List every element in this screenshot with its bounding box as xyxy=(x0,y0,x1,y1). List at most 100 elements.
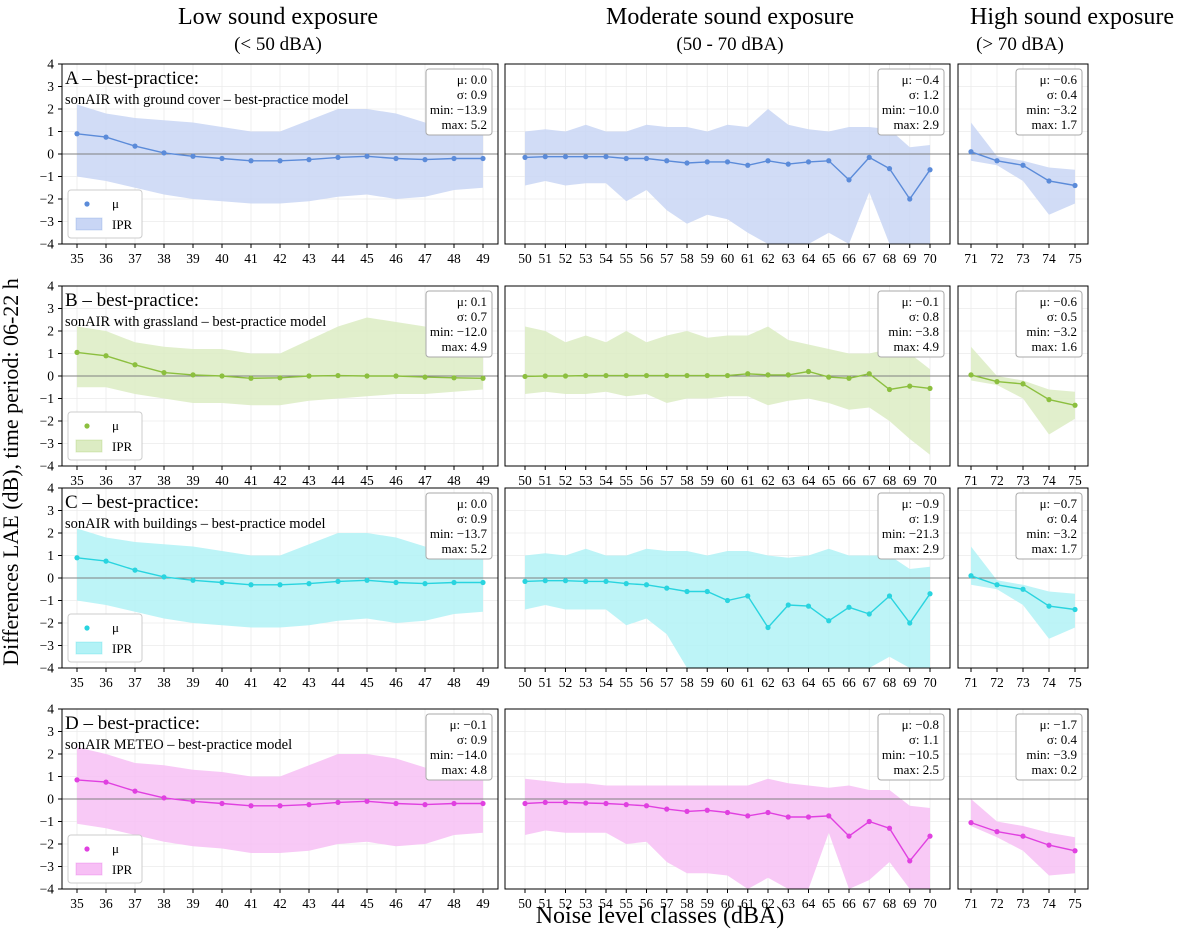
x-tick-label: 45 xyxy=(360,675,374,690)
stats-line: σ: 0.4 xyxy=(1047,87,1078,102)
mean-point xyxy=(846,833,852,839)
x-tick-label: 63 xyxy=(782,473,796,488)
x-tick-label: 40 xyxy=(215,251,229,266)
x-tick-label: 59 xyxy=(701,251,715,266)
x-tick-label: 35 xyxy=(70,473,84,488)
mean-point xyxy=(132,143,138,149)
x-tick-label: 46 xyxy=(389,675,403,690)
mean-point xyxy=(745,813,751,819)
mean-point xyxy=(219,800,225,807)
legend-mean-marker xyxy=(84,423,90,429)
mean-point xyxy=(826,618,832,624)
x-tick-label: 48 xyxy=(447,675,461,690)
mean-point xyxy=(826,374,832,380)
x-tick-label: 50 xyxy=(518,675,532,690)
mean-point xyxy=(542,373,548,379)
stats-line: max: 0.2 xyxy=(1032,762,1078,777)
x-tick-label: 66 xyxy=(842,473,856,488)
stats-line: max: 1.6 xyxy=(1032,339,1078,354)
x-tick-label: 75 xyxy=(1068,896,1082,911)
mean-point xyxy=(927,591,933,597)
legend-mean-marker xyxy=(84,846,90,852)
mean-point xyxy=(583,578,589,584)
y-tick-label: 4 xyxy=(47,702,54,717)
legend-band-label: IPR xyxy=(112,641,133,656)
ipr-band xyxy=(525,326,930,455)
x-tick-label: 54 xyxy=(599,675,613,690)
x-tick-label: 74 xyxy=(1042,251,1056,266)
x-tick-label: 70 xyxy=(923,896,937,911)
mean-point xyxy=(907,620,913,626)
x-tick-label: 39 xyxy=(186,675,200,690)
mean-point xyxy=(522,154,528,160)
y-tick-label: 1 xyxy=(47,769,54,784)
mean-point xyxy=(968,820,974,826)
legend-mean-marker xyxy=(84,201,90,207)
x-tick-label: 37 xyxy=(128,896,142,911)
mean-point xyxy=(724,809,731,816)
mean-point xyxy=(664,585,670,591)
panel: 50 51 52 53 54 55 56 57 58 59 60 61 62 63 64 65 66 67 68 69… xyxy=(504,63,951,266)
mean-point xyxy=(805,814,812,820)
mean-point xyxy=(704,159,710,165)
y-tick-label: −2 xyxy=(40,837,54,852)
column-header-subtitle: (> 70 dBA) xyxy=(976,34,1064,55)
legend-mean-label: μ xyxy=(112,196,119,211)
mean-point xyxy=(785,602,791,608)
mean-point xyxy=(422,802,428,808)
x-tick-label: 42 xyxy=(273,251,287,266)
stats-line: min: −3.9 xyxy=(1026,747,1077,762)
x-tick-label: 42 xyxy=(273,675,287,690)
stats-box xyxy=(425,290,493,358)
mean-point xyxy=(335,154,341,160)
x-tick-label: 45 xyxy=(360,251,374,266)
x-tick-label: 38 xyxy=(157,473,171,488)
y-tick-label: −2 xyxy=(40,414,54,429)
x-tick-label: 73 xyxy=(1016,251,1030,266)
y-tick-label: 4 xyxy=(47,279,54,294)
x-tick-label: 73 xyxy=(1016,473,1030,488)
mean-point xyxy=(219,579,225,586)
mean-point xyxy=(785,161,791,167)
x-tick-label: 71 xyxy=(964,896,978,911)
x-tick-label: 47 xyxy=(418,675,432,690)
y-tick-label: −1 xyxy=(40,169,54,184)
mean-point xyxy=(161,150,167,156)
x-tick-label: 59 xyxy=(701,473,715,488)
x-tick-label: 64 xyxy=(802,251,816,266)
stats-line: min: −13.7 xyxy=(430,526,488,541)
panel: 50 51 52 53 54 55 56 57 58 59 60 61 62 63 64 65 66 67 68 69… xyxy=(504,285,951,488)
stats-line: μ: 0.0 xyxy=(457,72,487,87)
x-tick-label: 57 xyxy=(660,675,674,690)
x-tick-label: 37 xyxy=(128,473,142,488)
legend-mean-marker xyxy=(84,625,90,631)
mean-point xyxy=(335,372,341,379)
mean-point xyxy=(277,375,283,381)
stats-line: σ: 0.4 xyxy=(1047,511,1078,526)
x-tick-label: 48 xyxy=(447,896,461,911)
mean-point xyxy=(846,604,852,610)
x-tick-label: 41 xyxy=(244,251,258,266)
stats-line: min: −3.2 xyxy=(1026,102,1077,117)
x-tick-label: 55 xyxy=(620,896,634,911)
legend-band-swatch xyxy=(75,217,103,231)
x-tick-label: 67 xyxy=(863,675,877,690)
mean-point xyxy=(785,814,791,820)
mean-point xyxy=(664,158,670,164)
x-tick-label: 46 xyxy=(389,251,403,266)
x-tick-label: 36 xyxy=(99,473,113,488)
mean-point xyxy=(907,858,913,864)
mean-point xyxy=(623,581,629,587)
stats-line: σ: 1.9 xyxy=(909,511,939,526)
x-tick-label: 58 xyxy=(680,251,694,266)
x-tick-label: 52 xyxy=(559,251,573,266)
x-tick-label: 57 xyxy=(660,896,674,911)
stats-line: min: −10.5 xyxy=(882,747,939,762)
x-tick-label: 51 xyxy=(539,251,553,266)
x-tick-label: 71 xyxy=(964,473,978,488)
stats-line: μ: −0.9 xyxy=(902,496,939,511)
x-tick-label: 41 xyxy=(244,896,258,911)
mean-point xyxy=(866,818,872,825)
stats-line: max: 4.9 xyxy=(894,339,940,354)
